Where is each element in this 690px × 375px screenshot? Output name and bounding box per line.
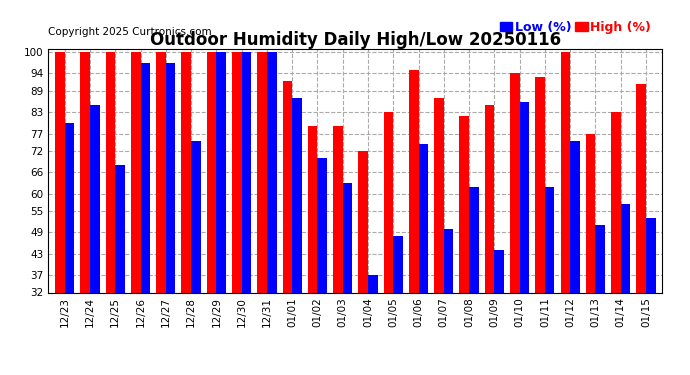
- Bar: [308, 126, 317, 292]
- Bar: [217, 52, 226, 292]
- Bar: [131, 52, 141, 292]
- Bar: [434, 98, 444, 292]
- Bar: [106, 52, 115, 292]
- Text: Copyright 2025 Curtronics.com: Copyright 2025 Curtronics.com: [48, 27, 212, 37]
- Bar: [393, 236, 403, 292]
- Bar: [292, 98, 302, 292]
- Bar: [317, 158, 327, 292]
- Bar: [586, 134, 595, 292]
- Bar: [90, 105, 99, 292]
- Bar: [621, 204, 630, 292]
- Bar: [469, 186, 479, 292]
- Bar: [646, 218, 656, 292]
- Bar: [207, 52, 217, 292]
- Bar: [156, 52, 166, 292]
- Bar: [419, 144, 428, 292]
- Bar: [560, 52, 570, 292]
- Bar: [570, 141, 580, 292]
- Bar: [55, 52, 65, 292]
- Bar: [115, 165, 125, 292]
- Bar: [81, 52, 90, 292]
- Bar: [636, 84, 646, 292]
- Bar: [283, 81, 292, 292]
- Bar: [611, 112, 621, 292]
- Bar: [232, 52, 241, 292]
- Title: Outdoor Humidity Daily High/Low 20250116: Outdoor Humidity Daily High/Low 20250116: [150, 31, 561, 49]
- Bar: [141, 63, 150, 292]
- Bar: [358, 151, 368, 292]
- Bar: [343, 183, 353, 292]
- Bar: [181, 52, 191, 292]
- Bar: [485, 105, 494, 292]
- Bar: [166, 63, 175, 292]
- Bar: [444, 229, 453, 292]
- Bar: [535, 77, 545, 292]
- Bar: [368, 275, 377, 292]
- Bar: [520, 102, 529, 292]
- Bar: [257, 52, 267, 292]
- Bar: [460, 116, 469, 292]
- Bar: [494, 250, 504, 292]
- Bar: [409, 70, 419, 292]
- Bar: [267, 52, 277, 292]
- Bar: [545, 186, 555, 292]
- Bar: [191, 141, 201, 292]
- Legend: Low (%), High (%): Low (%), High (%): [495, 16, 656, 39]
- Bar: [510, 74, 520, 292]
- Bar: [241, 52, 251, 292]
- Bar: [65, 123, 75, 292]
- Bar: [384, 112, 393, 292]
- Bar: [595, 225, 605, 292]
- Bar: [333, 126, 343, 292]
